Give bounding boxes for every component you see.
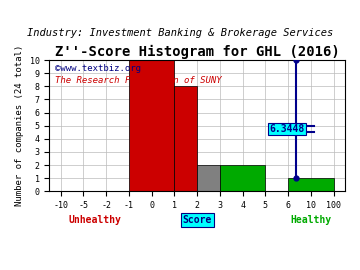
Bar [197, 165, 220, 191]
Text: Healthy: Healthy [290, 215, 332, 225]
Bar [288, 178, 334, 191]
Bar [174, 86, 197, 191]
Text: ©www.textbiz.org: ©www.textbiz.org [55, 64, 141, 73]
Text: Unhealthy: Unhealthy [68, 215, 121, 225]
Text: 6.3448: 6.3448 [269, 124, 305, 134]
Bar [220, 165, 265, 191]
Text: The Research Foundation of SUNY: The Research Foundation of SUNY [55, 76, 222, 85]
Y-axis label: Number of companies (24 total): Number of companies (24 total) [15, 45, 24, 206]
Text: Industry: Investment Banking & Brokerage Services: Industry: Investment Banking & Brokerage… [27, 28, 333, 38]
Text: Score: Score [183, 215, 212, 225]
Bar [129, 60, 174, 191]
Title: Z''-Score Histogram for GHL (2016): Z''-Score Histogram for GHL (2016) [55, 45, 339, 59]
